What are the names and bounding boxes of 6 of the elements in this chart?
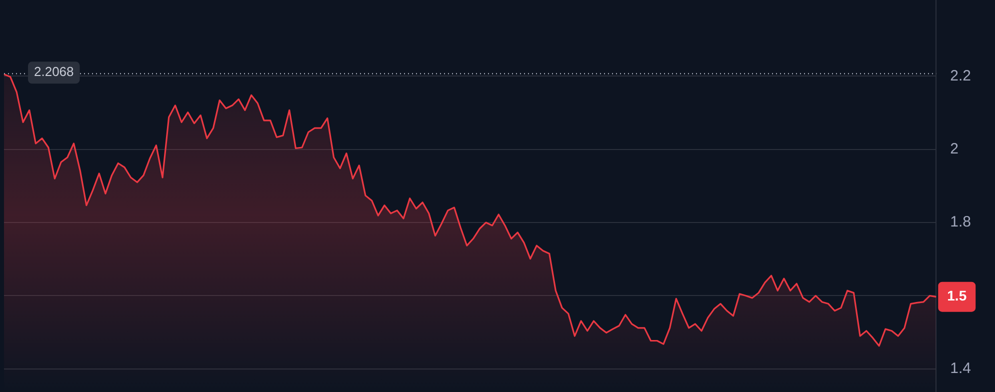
y-tick-label: 2 (950, 140, 958, 158)
ref-line-label: 2.2068 (34, 64, 74, 80)
y-tick-label: 1.4 (950, 360, 972, 378)
y-tick-label: 2.2 (950, 67, 972, 84)
text: 1.5 (947, 288, 967, 304)
y-tick-label: 1.8 (950, 214, 972, 231)
